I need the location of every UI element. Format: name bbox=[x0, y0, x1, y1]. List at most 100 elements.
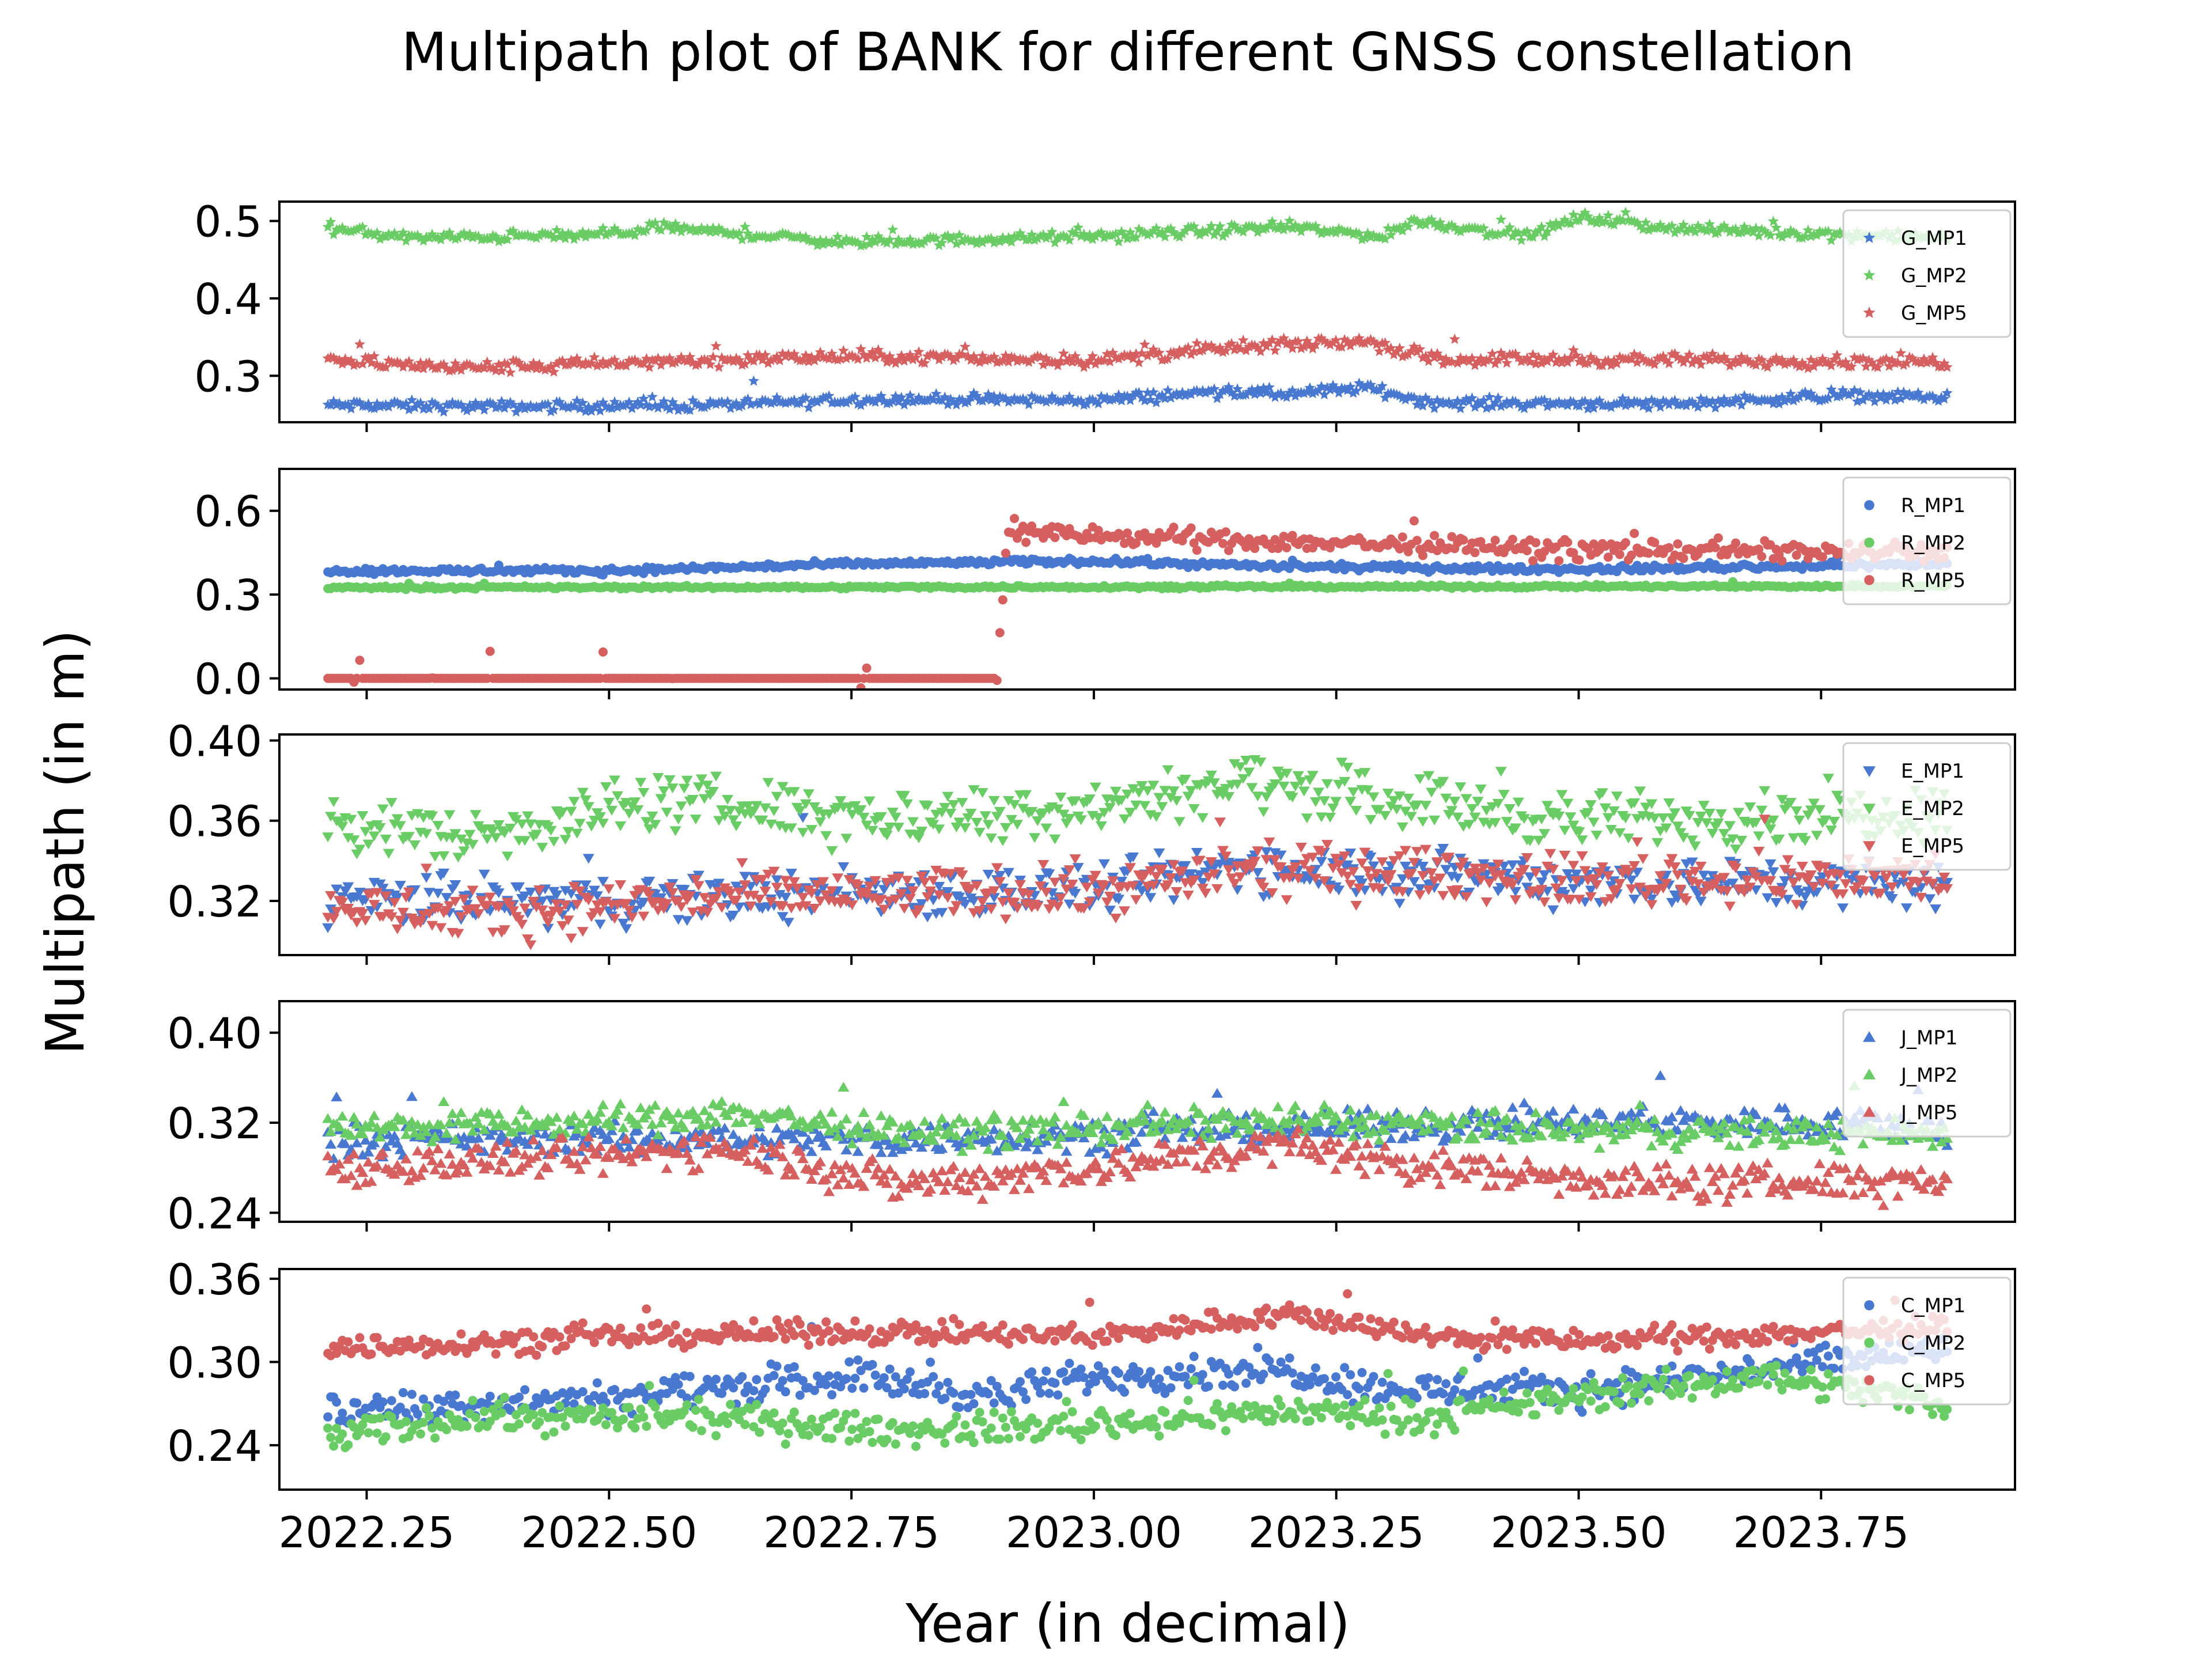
g_mp2-point bbox=[496, 234, 507, 245]
e_mp5-point bbox=[1429, 876, 1441, 887]
e_mp1-point bbox=[1666, 897, 1678, 908]
e_mp5-point bbox=[1275, 862, 1287, 873]
g_mp2-point bbox=[464, 228, 476, 239]
e_mp2-point bbox=[1790, 806, 1802, 816]
e_mp2-point bbox=[788, 787, 800, 797]
g_mp1-point bbox=[1617, 392, 1628, 403]
e_mp2-point bbox=[1689, 841, 1701, 851]
e_mp1-point bbox=[1837, 903, 1849, 914]
e_mp5-point bbox=[1626, 884, 1638, 895]
e_mp2-point bbox=[1611, 791, 1623, 802]
e_mp2-point bbox=[1733, 808, 1745, 818]
series-R_MP2 bbox=[323, 577, 1952, 594]
g_mp1-point bbox=[728, 399, 739, 410]
e_mp2-point bbox=[643, 824, 656, 835]
data-points bbox=[323, 514, 1952, 690]
g_mp2-point bbox=[835, 238, 846, 249]
e_mp2-point bbox=[556, 807, 569, 817]
e_mp2-point bbox=[730, 821, 743, 832]
g_mp5-point bbox=[583, 358, 594, 369]
g_mp5-point bbox=[1788, 354, 1800, 365]
e_mp2-point bbox=[1489, 818, 1501, 828]
e_mp5-point bbox=[991, 863, 1003, 873]
e_mp2-point bbox=[1362, 785, 1374, 796]
e_mp5-point bbox=[1483, 878, 1495, 889]
e_mp2-point bbox=[1810, 831, 1823, 841]
g_mp5-point bbox=[1756, 354, 1767, 365]
e_mp1-point bbox=[777, 912, 789, 922]
e_mp2-point bbox=[794, 806, 806, 816]
e_mp5-point bbox=[713, 887, 725, 897]
e_mp2-point bbox=[1463, 820, 1475, 830]
g_mp5-point bbox=[502, 358, 513, 369]
g_mp1-point bbox=[1350, 385, 1362, 396]
x-axis-label: Year (in decimal) bbox=[905, 1593, 1350, 1654]
e_mp1-point bbox=[1315, 857, 1327, 867]
y-tick-label: 0.0 bbox=[194, 655, 262, 704]
e_mp2-point bbox=[1223, 791, 1235, 802]
e_mp5-point bbox=[1556, 876, 1568, 886]
e_mp2-point bbox=[368, 831, 380, 842]
g_mp5-point bbox=[1684, 349, 1695, 359]
e_mp5-point bbox=[594, 907, 606, 917]
g_mp1-point bbox=[927, 393, 939, 404]
e_mp5-point bbox=[600, 897, 612, 907]
e_mp2-point bbox=[1084, 794, 1096, 805]
e_mp2-point bbox=[374, 823, 386, 834]
e_mp1-point bbox=[322, 923, 334, 933]
e_mp5-point bbox=[687, 907, 699, 918]
r_mp5-point bbox=[1621, 538, 1630, 548]
e_mp5-point bbox=[698, 893, 710, 903]
g_mp2-point bbox=[693, 225, 704, 236]
e_mp2-point bbox=[756, 815, 768, 825]
e_mp2-point bbox=[481, 834, 493, 844]
e_mp1-point bbox=[1275, 850, 1287, 861]
r_mp5-point bbox=[1169, 522, 1179, 532]
g_mp5-point bbox=[383, 355, 395, 366]
g_mp2-point bbox=[600, 229, 612, 240]
series-E_MP5 bbox=[322, 815, 1953, 950]
g_mp2-point bbox=[791, 232, 803, 243]
e_mp2-point bbox=[1095, 821, 1107, 831]
g_mp5-point bbox=[1101, 348, 1113, 359]
e_mp2-point bbox=[835, 796, 847, 806]
e_mp5-point bbox=[1063, 865, 1075, 876]
g_mp5-point bbox=[826, 348, 838, 359]
e_mp5-point bbox=[1292, 874, 1304, 884]
g_mp1-point bbox=[1162, 384, 1173, 395]
plot-area bbox=[279, 469, 2015, 690]
e_mp2-point bbox=[594, 812, 606, 823]
g_mp5-point bbox=[1779, 358, 1791, 369]
g_mp2-point bbox=[357, 221, 368, 232]
g_mp1-point bbox=[1582, 403, 1594, 414]
e_mp5-point bbox=[832, 873, 844, 884]
g_mp1-point bbox=[1918, 394, 1930, 405]
e_mp1-point bbox=[1779, 876, 1791, 887]
r_mp5-point bbox=[1803, 554, 1813, 563]
e_mp5-point bbox=[1037, 860, 1050, 870]
g_mp5-point bbox=[1777, 354, 1788, 365]
e_mp2-point bbox=[615, 821, 627, 831]
e_mp2-point bbox=[579, 795, 592, 805]
g_mp2-point bbox=[1764, 229, 1776, 240]
e_mp5-point bbox=[522, 934, 534, 945]
g_mp1-point bbox=[1434, 397, 1446, 408]
e_mp2-point bbox=[863, 796, 876, 806]
g_mp5-point bbox=[725, 354, 736, 365]
r_mp5-point bbox=[1221, 527, 1230, 537]
g_mp1-point bbox=[418, 403, 429, 414]
e_mp1-point bbox=[545, 895, 557, 906]
y-tick-label: 0.3 bbox=[194, 571, 262, 620]
e_mp2-point bbox=[1799, 836, 1811, 846]
g_mp1-point bbox=[1040, 396, 1052, 407]
e_mp1-point bbox=[927, 895, 940, 906]
e_mp2-point bbox=[632, 805, 644, 815]
g_mp5-point bbox=[673, 354, 684, 365]
e_mp5-point bbox=[493, 902, 505, 912]
g_mp1-point bbox=[948, 396, 959, 407]
e_mp1-point bbox=[643, 877, 656, 887]
e_mp5-point bbox=[690, 875, 702, 885]
e_mp2-point bbox=[959, 823, 971, 834]
e_mp1-point bbox=[704, 880, 716, 890]
e_mp1-point bbox=[1396, 874, 1408, 884]
